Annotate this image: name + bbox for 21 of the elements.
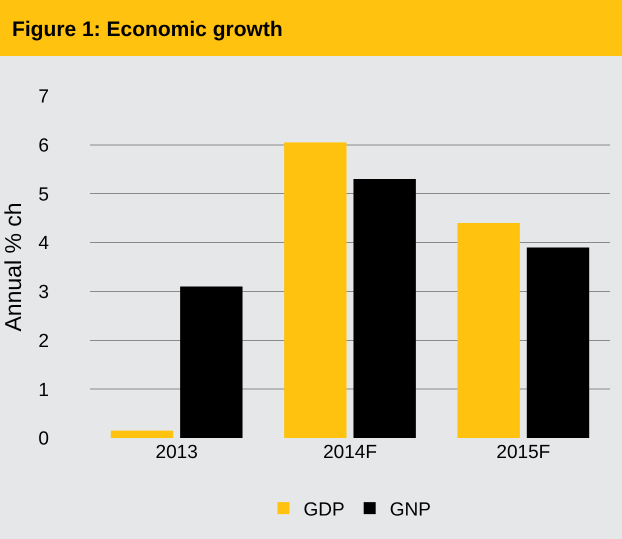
y-axis-title: Annual % ch [0,202,26,332]
chart-title: Figure 1: Economic growth [0,0,622,56]
y-tick-label: 6 [38,136,49,157]
y-tick-label: 0 [38,428,49,450]
legend-label: GNP [390,500,431,521]
x-tick-label: 2014F [323,442,377,463]
y-tick-label: 1 [38,380,49,401]
y-tick-label: 4 [38,233,50,254]
y-tick-label: 5 [38,184,49,206]
x-tick-label: 2015F [496,442,550,463]
y-tick-label: 2 [38,330,49,352]
bar [110,430,174,438]
bar [180,286,243,438]
x-tick-label: 2013 [156,442,198,463]
bar [526,247,590,438]
bar [353,179,416,438]
bar [457,223,520,438]
bar [284,142,347,438]
y-tick-label: 7 [38,86,49,108]
y-tick-label: 3 [38,282,49,304]
legend-label: GDP [304,500,345,521]
